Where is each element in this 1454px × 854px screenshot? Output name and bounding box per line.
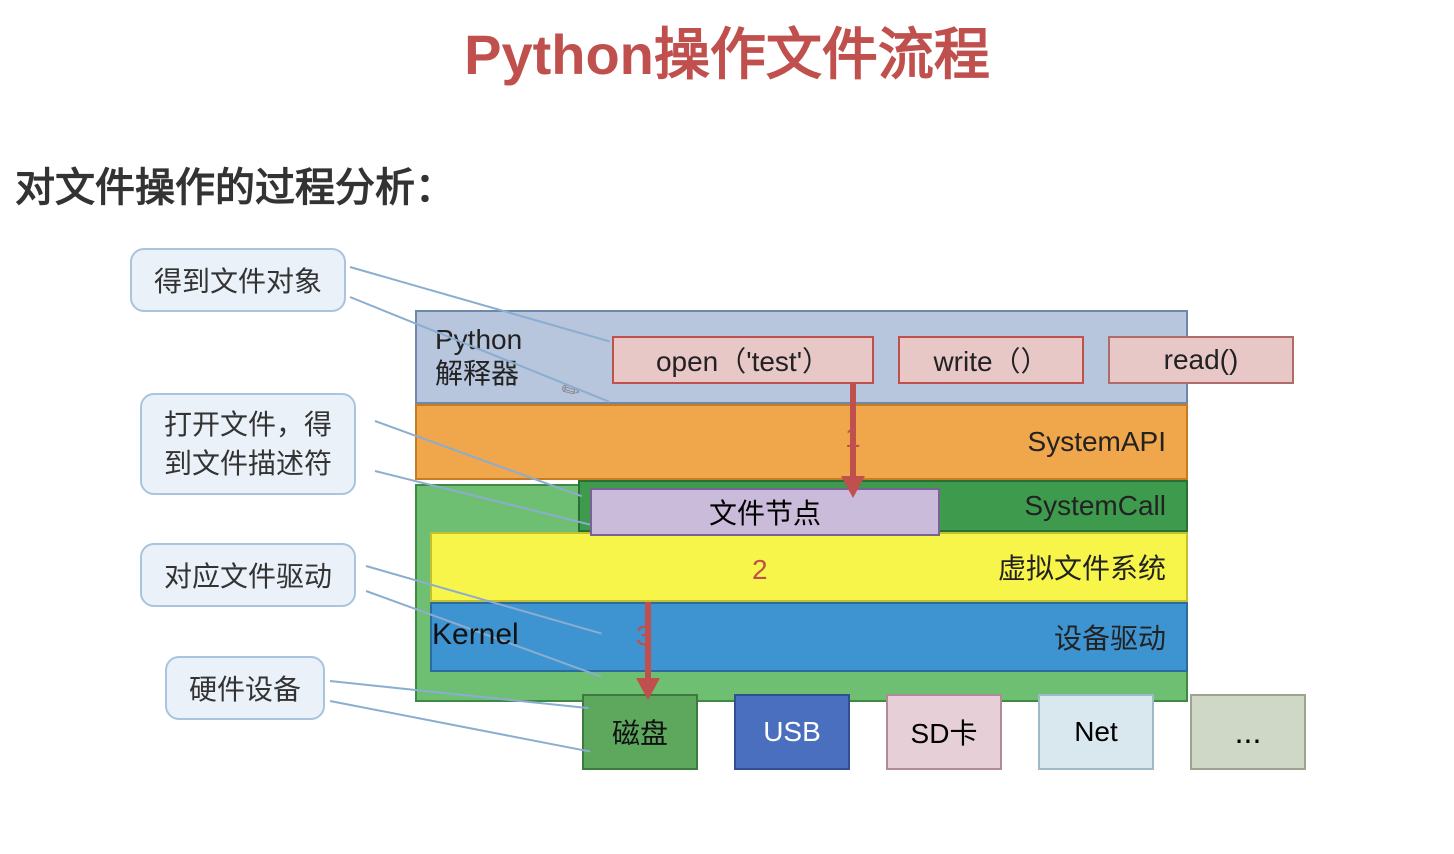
function-read: read() bbox=[1108, 336, 1294, 384]
file-node-box: 文件节点 bbox=[590, 488, 940, 536]
device-disk: 磁盘 bbox=[582, 694, 698, 770]
layer-label: SystemCall bbox=[1024, 490, 1166, 522]
callout-label: 得到文件对象 bbox=[154, 266, 322, 297]
layer-device-driver: 设备驱动 bbox=[430, 602, 1188, 672]
function-open: open（'test'） bbox=[612, 336, 874, 384]
layer-vfs: 虚拟文件系统 bbox=[430, 532, 1188, 602]
function-label: read() bbox=[1164, 344, 1239, 376]
callout-file-descriptor: 打开文件，得到文件描述符 bbox=[140, 393, 356, 495]
device-net: Net bbox=[1038, 694, 1154, 770]
page-title: Python操作文件流程 bbox=[0, 10, 1454, 91]
pointer-line bbox=[330, 700, 591, 753]
callout-file-object: 得到文件对象 bbox=[130, 248, 346, 312]
callout-label: 对应文件驱动 bbox=[164, 561, 332, 592]
arrow-number: 1 bbox=[845, 422, 861, 454]
device-sd: SD卡 bbox=[886, 694, 1002, 770]
function-label: write（） bbox=[933, 340, 1048, 380]
callout-hardware: 硬件设备 bbox=[165, 656, 325, 720]
callout-label: 硬件设备 bbox=[189, 674, 301, 705]
kernel-label: Kernel bbox=[432, 618, 519, 652]
arrow-head-icon bbox=[636, 678, 660, 700]
callout-label: 打开文件，得到文件描述符 bbox=[164, 409, 332, 479]
section-subtitle: 对文件操作的过程分析： bbox=[15, 155, 455, 213]
device-label: USB bbox=[763, 716, 821, 748]
arrow-number: 2 bbox=[752, 554, 768, 586]
layer-label: SystemAPI bbox=[1028, 426, 1166, 458]
device-label: ... bbox=[1235, 714, 1262, 751]
device-label: SD卡 bbox=[911, 712, 978, 752]
callout-file-driver: 对应文件驱动 bbox=[140, 543, 356, 607]
layer-label: 虚拟文件系统 bbox=[998, 547, 1166, 587]
layer-system-api: SystemAPI bbox=[415, 404, 1188, 480]
arrow-number: 3 bbox=[636, 620, 652, 652]
node-label: 文件节点 bbox=[709, 492, 821, 532]
device-more: ... bbox=[1190, 694, 1306, 770]
layer-label: Python解释器 bbox=[417, 323, 522, 390]
device-usb: USB bbox=[734, 694, 850, 770]
device-label: Net bbox=[1074, 716, 1118, 748]
layer-label: 设备驱动 bbox=[1054, 617, 1166, 657]
function-label: open（'test'） bbox=[656, 340, 830, 380]
function-write: write（） bbox=[898, 336, 1084, 384]
arrow-head-icon bbox=[841, 476, 865, 498]
device-label: 磁盘 bbox=[612, 712, 668, 752]
